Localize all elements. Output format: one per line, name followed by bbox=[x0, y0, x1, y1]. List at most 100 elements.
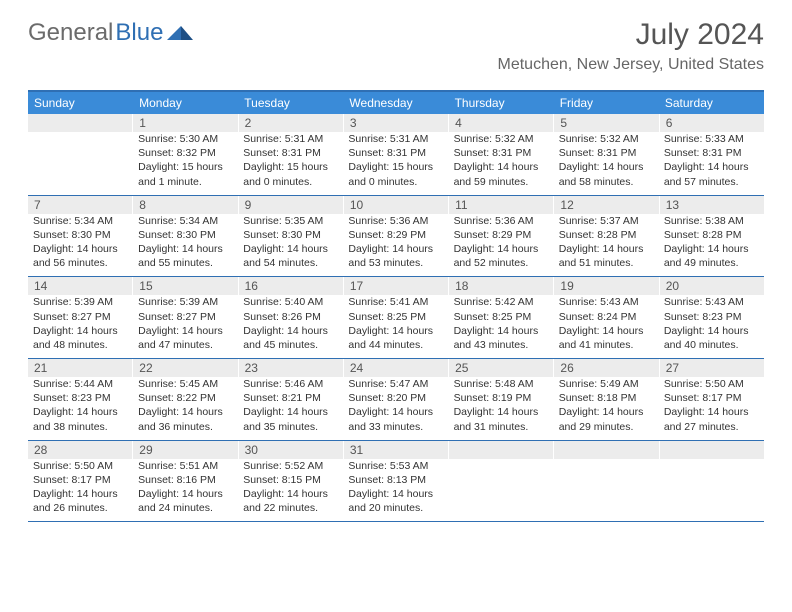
day-number: 27 bbox=[660, 359, 764, 377]
sunrise-text: Sunrise: 5:42 AM bbox=[454, 295, 549, 309]
day-number: 18 bbox=[449, 277, 554, 295]
day-number: 11 bbox=[449, 196, 554, 214]
daylight-text: Daylight: 14 hours and 57 minutes. bbox=[664, 160, 759, 188]
sunset-text: Sunset: 8:20 PM bbox=[348, 391, 443, 405]
month-title: July 2024 bbox=[498, 18, 765, 52]
day-cell: Sunrise: 5:46 AMSunset: 8:21 PMDaylight:… bbox=[238, 377, 343, 440]
sunset-text: Sunset: 8:25 PM bbox=[454, 310, 549, 324]
day-cell: Sunrise: 5:50 AMSunset: 8:17 PMDaylight:… bbox=[659, 377, 764, 440]
sunrise-text: Sunrise: 5:41 AM bbox=[348, 295, 443, 309]
sunset-text: Sunset: 8:31 PM bbox=[243, 146, 338, 160]
title-block: July 2024 Metuchen, New Jersey, United S… bbox=[498, 18, 765, 74]
sunrise-text: Sunrise: 5:40 AM bbox=[243, 295, 338, 309]
sunset-text: Sunset: 8:23 PM bbox=[33, 391, 128, 405]
day-cell: Sunrise: 5:34 AMSunset: 8:30 PMDaylight:… bbox=[28, 214, 133, 277]
day-number: 1 bbox=[133, 114, 238, 132]
day-number: 17 bbox=[344, 277, 449, 295]
day-cell bbox=[659, 459, 764, 522]
day-number: 31 bbox=[344, 441, 449, 459]
day-cell: Sunrise: 5:50 AMSunset: 8:17 PMDaylight:… bbox=[28, 459, 133, 522]
sunrise-text: Sunrise: 5:43 AM bbox=[559, 295, 654, 309]
sunset-text: Sunset: 8:13 PM bbox=[348, 473, 443, 487]
sunrise-text: Sunrise: 5:31 AM bbox=[243, 132, 338, 146]
sunrise-text: Sunrise: 5:53 AM bbox=[348, 459, 443, 473]
daylight-text: Daylight: 14 hours and 49 minutes. bbox=[664, 242, 759, 270]
sunset-text: Sunset: 8:29 PM bbox=[348, 228, 443, 242]
day-cell: Sunrise: 5:43 AMSunset: 8:23 PMDaylight:… bbox=[659, 295, 764, 358]
day-cell: Sunrise: 5:51 AMSunset: 8:16 PMDaylight:… bbox=[133, 459, 238, 522]
sunrise-text: Sunrise: 5:37 AM bbox=[559, 214, 654, 228]
day-cell: Sunrise: 5:44 AMSunset: 8:23 PMDaylight:… bbox=[28, 377, 133, 440]
day-cell: Sunrise: 5:42 AMSunset: 8:25 PMDaylight:… bbox=[449, 295, 554, 358]
sunset-text: Sunset: 8:31 PM bbox=[348, 146, 443, 160]
sunset-text: Sunset: 8:17 PM bbox=[33, 473, 128, 487]
day-cell: Sunrise: 5:32 AMSunset: 8:31 PMDaylight:… bbox=[449, 132, 554, 195]
day-cell: Sunrise: 5:41 AMSunset: 8:25 PMDaylight:… bbox=[343, 295, 448, 358]
day-number: 8 bbox=[133, 196, 238, 214]
day-number: 30 bbox=[239, 441, 344, 459]
day-number: 6 bbox=[660, 114, 764, 132]
day-number-band: 78910111213 bbox=[28, 196, 764, 214]
daylight-text: Daylight: 15 hours and 1 minute. bbox=[138, 160, 233, 188]
weekday-header: Monday bbox=[133, 92, 238, 114]
day-number: 12 bbox=[554, 196, 659, 214]
daylight-text: Daylight: 14 hours and 51 minutes. bbox=[559, 242, 654, 270]
day-cell: Sunrise: 5:39 AMSunset: 8:27 PMDaylight:… bbox=[133, 295, 238, 358]
sunset-text: Sunset: 8:19 PM bbox=[454, 391, 549, 405]
daylight-text: Daylight: 14 hours and 47 minutes. bbox=[138, 324, 233, 352]
sunset-text: Sunset: 8:32 PM bbox=[138, 146, 233, 160]
sunset-text: Sunset: 8:21 PM bbox=[243, 391, 338, 405]
day-cell: Sunrise: 5:47 AMSunset: 8:20 PMDaylight:… bbox=[343, 377, 448, 440]
daylight-text: Daylight: 14 hours and 40 minutes. bbox=[664, 324, 759, 352]
day-cell: Sunrise: 5:35 AMSunset: 8:30 PMDaylight:… bbox=[238, 214, 343, 277]
day-cell: Sunrise: 5:45 AMSunset: 8:22 PMDaylight:… bbox=[133, 377, 238, 440]
day-cell bbox=[449, 459, 554, 522]
daylight-text: Daylight: 14 hours and 29 minutes. bbox=[559, 405, 654, 433]
day-number: 15 bbox=[133, 277, 238, 295]
sunset-text: Sunset: 8:31 PM bbox=[454, 146, 549, 160]
sunrise-text: Sunrise: 5:32 AM bbox=[454, 132, 549, 146]
weekday-row: Sunday Monday Tuesday Wednesday Thursday… bbox=[28, 92, 764, 114]
day-number: 26 bbox=[554, 359, 659, 377]
week-row: 28293031...Sunrise: 5:50 AMSunset: 8:17 … bbox=[28, 441, 764, 523]
sunrise-text: Sunrise: 5:50 AM bbox=[33, 459, 128, 473]
daylight-text: Daylight: 14 hours and 24 minutes. bbox=[138, 487, 233, 515]
daylight-text: Daylight: 14 hours and 56 minutes. bbox=[33, 242, 128, 270]
daylight-text: Daylight: 14 hours and 45 minutes. bbox=[243, 324, 338, 352]
daylight-text: Daylight: 14 hours and 38 minutes. bbox=[33, 405, 128, 433]
sunrise-text: Sunrise: 5:45 AM bbox=[138, 377, 233, 391]
sunset-text: Sunset: 8:31 PM bbox=[559, 146, 654, 160]
sunset-text: Sunset: 8:24 PM bbox=[559, 310, 654, 324]
day-cell: Sunrise: 5:48 AMSunset: 8:19 PMDaylight:… bbox=[449, 377, 554, 440]
sunrise-text: Sunrise: 5:35 AM bbox=[243, 214, 338, 228]
day-cell: Sunrise: 5:49 AMSunset: 8:18 PMDaylight:… bbox=[554, 377, 659, 440]
sunset-text: Sunset: 8:29 PM bbox=[454, 228, 549, 242]
daylight-text: Daylight: 14 hours and 36 minutes. bbox=[138, 405, 233, 433]
day-number: 3 bbox=[344, 114, 449, 132]
weekday-header: Sunday bbox=[28, 92, 133, 114]
day-number: 21 bbox=[28, 359, 133, 377]
day-number: 4 bbox=[449, 114, 554, 132]
day-cell: Sunrise: 5:36 AMSunset: 8:29 PMDaylight:… bbox=[449, 214, 554, 277]
sunset-text: Sunset: 8:30 PM bbox=[243, 228, 338, 242]
day-cell: Sunrise: 5:40 AMSunset: 8:26 PMDaylight:… bbox=[238, 295, 343, 358]
day-cell: Sunrise: 5:30 AMSunset: 8:32 PMDaylight:… bbox=[133, 132, 238, 195]
daylight-text: Daylight: 14 hours and 27 minutes. bbox=[664, 405, 759, 433]
sunrise-text: Sunrise: 5:36 AM bbox=[348, 214, 443, 228]
sunrise-text: Sunrise: 5:33 AM bbox=[664, 132, 759, 146]
weekday-header: Friday bbox=[554, 92, 659, 114]
day-number: 14 bbox=[28, 277, 133, 295]
daylight-text: Daylight: 14 hours and 26 minutes. bbox=[33, 487, 128, 515]
week-row: 78910111213Sunrise: 5:34 AMSunset: 8:30 … bbox=[28, 196, 764, 278]
day-cell: Sunrise: 5:39 AMSunset: 8:27 PMDaylight:… bbox=[28, 295, 133, 358]
day-number: 28 bbox=[28, 441, 133, 459]
sunrise-text: Sunrise: 5:43 AM bbox=[664, 295, 759, 309]
weekday-header: Saturday bbox=[659, 92, 764, 114]
sunrise-text: Sunrise: 5:44 AM bbox=[33, 377, 128, 391]
day-number: 16 bbox=[239, 277, 344, 295]
day-number-band: 28293031... bbox=[28, 441, 764, 459]
sunset-text: Sunset: 8:27 PM bbox=[33, 310, 128, 324]
day-number: . bbox=[660, 441, 764, 459]
sunset-text: Sunset: 8:31 PM bbox=[664, 146, 759, 160]
day-number: 2 bbox=[239, 114, 344, 132]
